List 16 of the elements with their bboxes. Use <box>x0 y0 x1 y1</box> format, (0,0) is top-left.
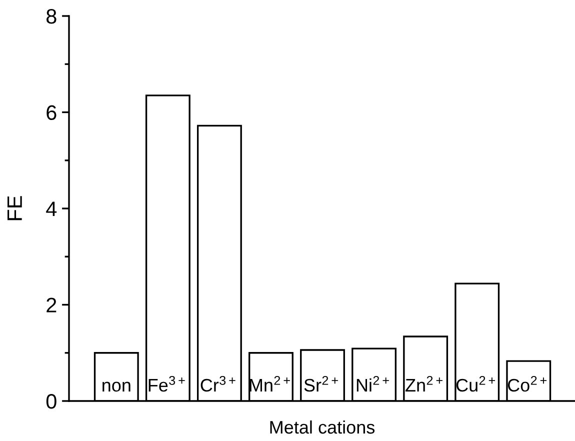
y-tick-label: 8 <box>46 9 56 24</box>
y-tick-label: 4 <box>46 202 57 216</box>
x-tick-label: Ni$^{2+}$ <box>356 376 389 392</box>
y-tick-label: 6 <box>46 105 56 120</box>
x-tick-label: Sr$^{2+}$ <box>304 376 338 392</box>
x-tick-label: Cu$^{2+}$ <box>456 376 496 392</box>
x-tick-label: Cr$^{3+}$ <box>200 376 236 392</box>
x-tick-label: Fe$^{3+}$ <box>148 376 185 392</box>
x-tick-label: Mn$^{2+}$ <box>250 376 290 392</box>
x-tick-label: Zn$^{2+}$ <box>406 376 442 392</box>
x-axis-title: Metal cations <box>270 420 375 434</box>
x-tick-label: non <box>102 382 130 392</box>
y-tick-label: 2 <box>46 298 56 312</box>
x-tick-label: Co$^{2+}$ <box>508 376 547 392</box>
y-axis-title: FE <box>8 196 22 220</box>
y-tick-label: 0 <box>46 394 56 409</box>
